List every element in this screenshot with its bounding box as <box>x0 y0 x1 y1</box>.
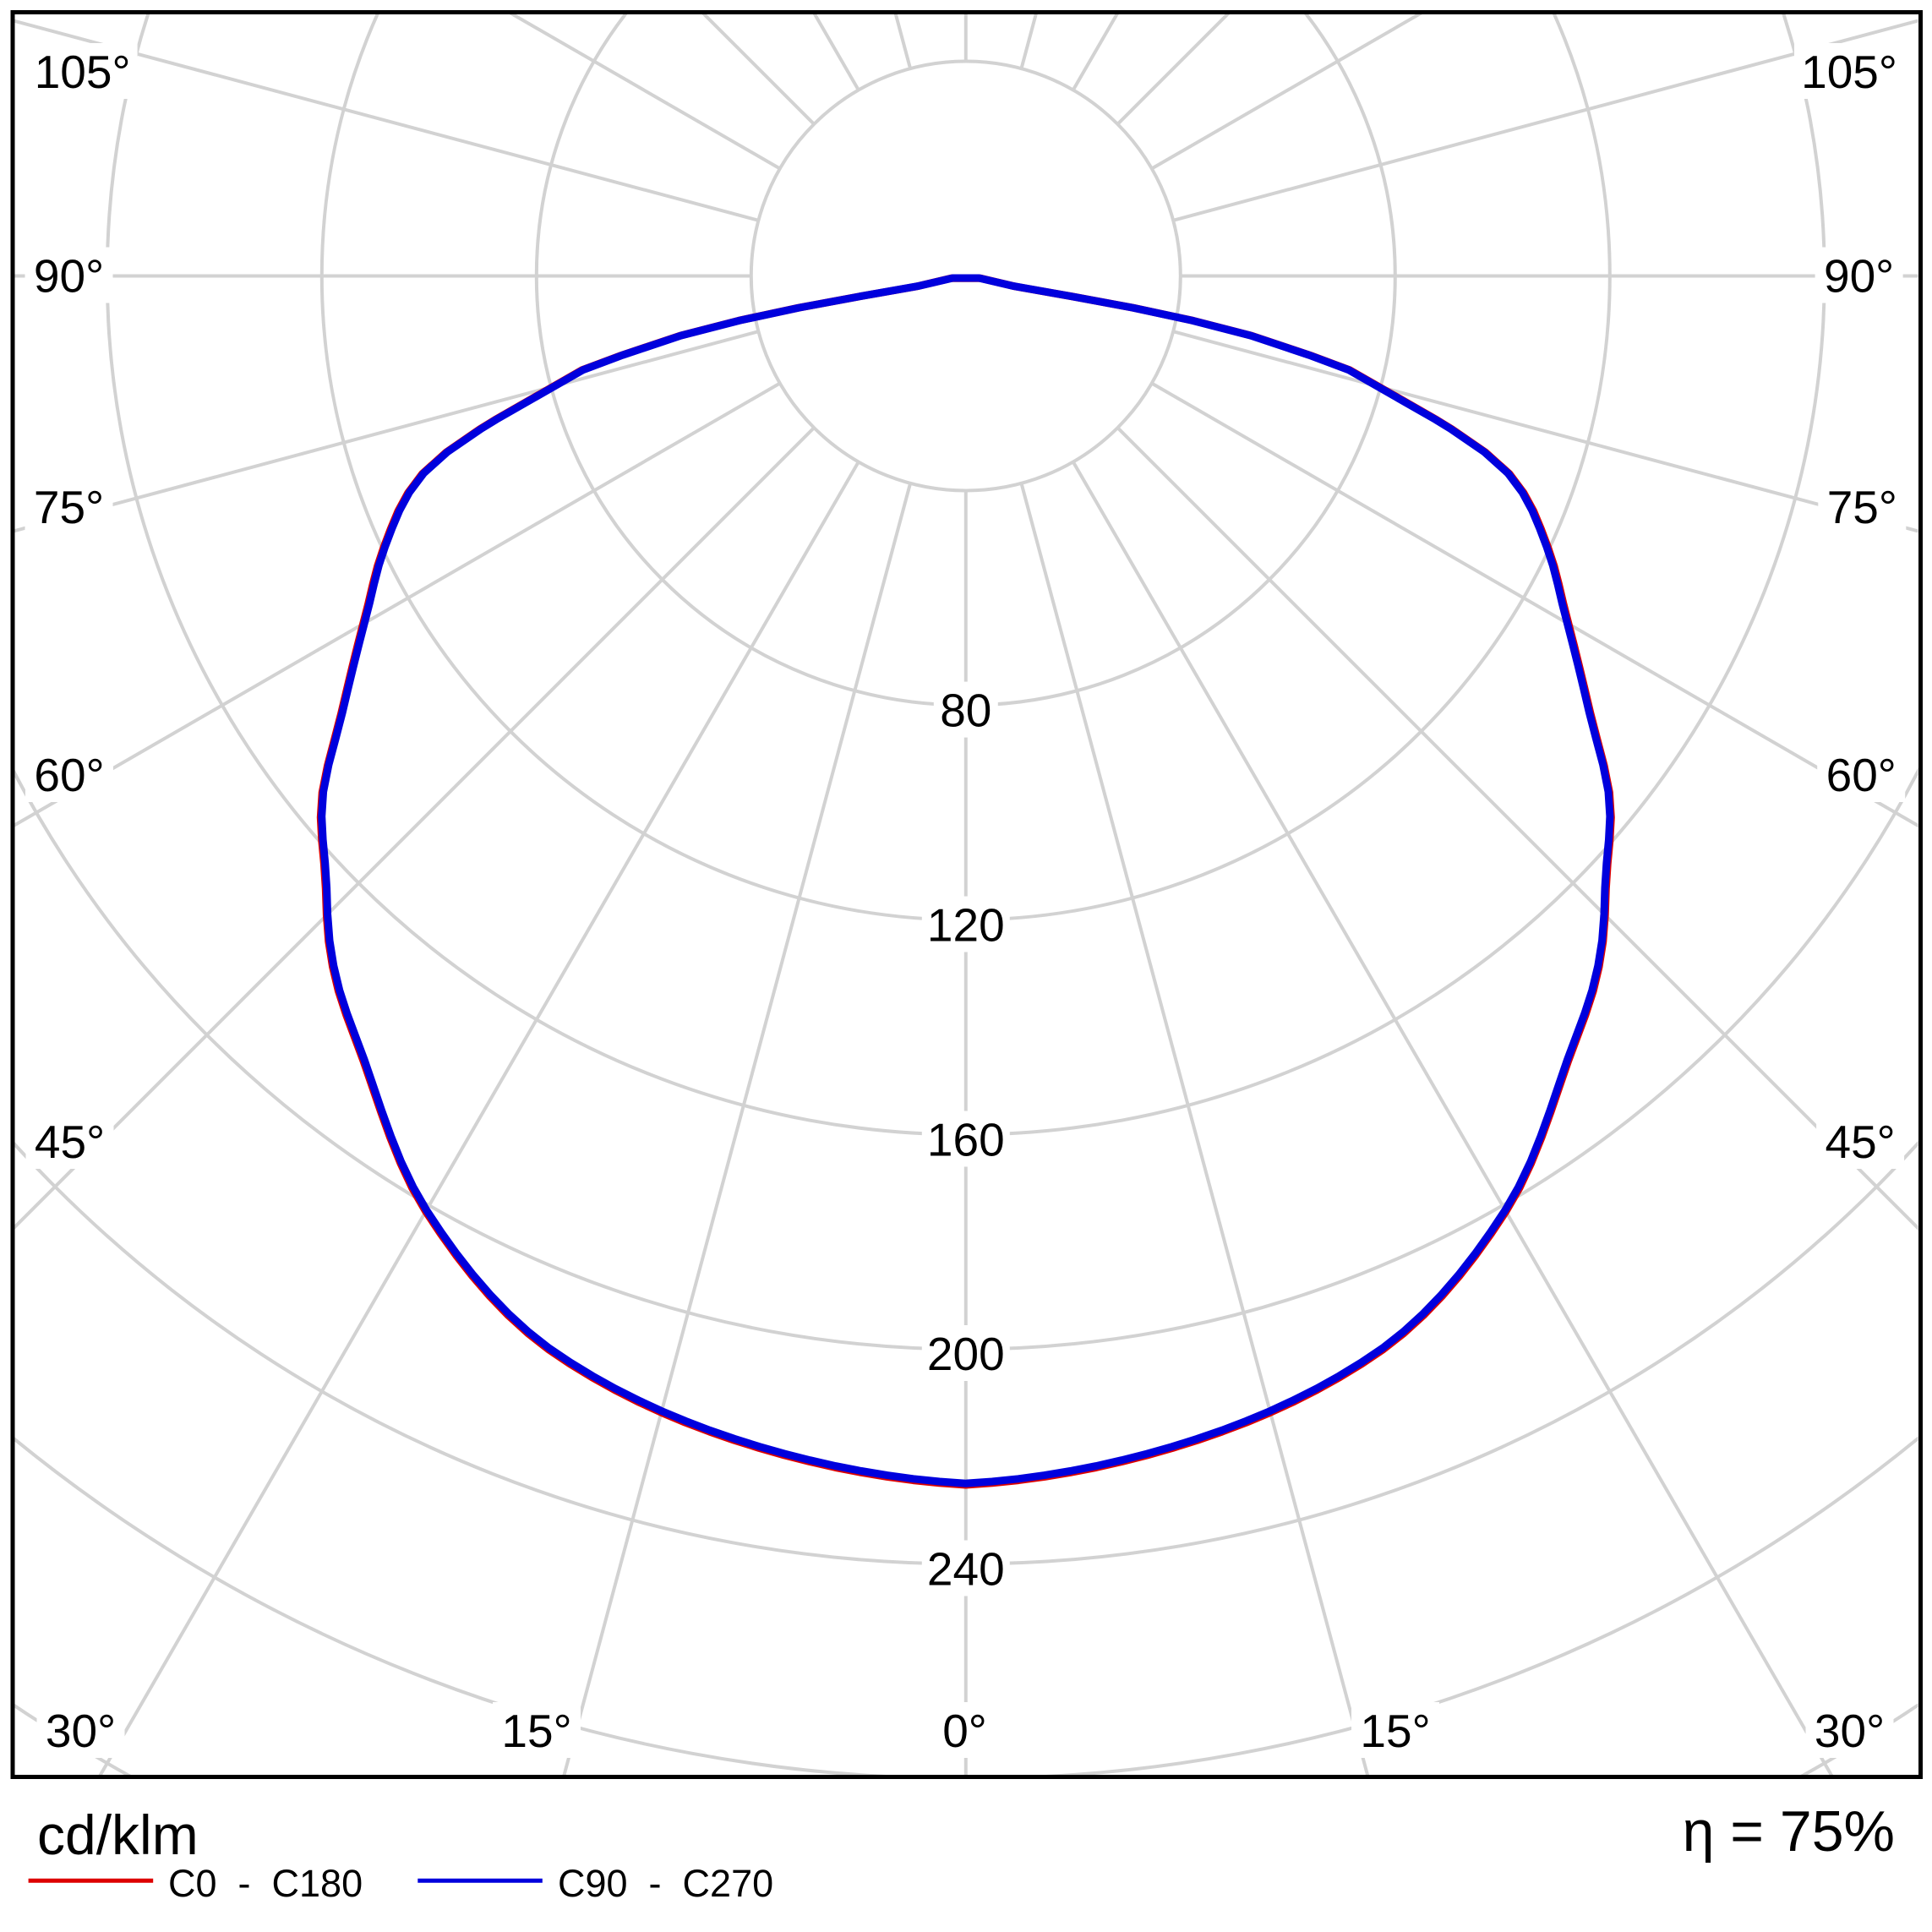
svg-text:60°: 60° <box>34 749 104 801</box>
svg-text:C90 - C270: C90 - C270 <box>558 1862 773 1905</box>
svg-text:30°: 30° <box>46 1705 116 1757</box>
svg-text:240: 240 <box>927 1543 1005 1596</box>
svg-text:C0 - C180: C0 - C180 <box>168 1862 363 1905</box>
svg-text:80: 80 <box>940 685 991 737</box>
svg-text:200: 200 <box>927 1328 1005 1380</box>
svg-text:75°: 75° <box>1827 481 1897 533</box>
svg-text:cd/klm: cd/klm <box>37 1804 199 1866</box>
svg-text:105°: 105° <box>35 46 131 98</box>
svg-text:120: 120 <box>927 899 1005 952</box>
svg-text:105°: 105° <box>1801 46 1897 98</box>
svg-text:90°: 90° <box>1824 250 1894 303</box>
svg-text:η = 75%: η = 75% <box>1683 1799 1895 1864</box>
svg-text:90°: 90° <box>34 250 104 303</box>
svg-text:45°: 45° <box>1826 1116 1896 1168</box>
svg-text:45°: 45° <box>35 1116 105 1168</box>
svg-text:160: 160 <box>927 1114 1005 1166</box>
svg-text:15°: 15° <box>501 1705 571 1757</box>
svg-text:60°: 60° <box>1826 749 1897 801</box>
svg-text:75°: 75° <box>34 481 104 533</box>
svg-text:30°: 30° <box>1815 1705 1885 1757</box>
svg-text:0°: 0° <box>942 1705 987 1757</box>
svg-text:15°: 15° <box>1360 1705 1430 1757</box>
